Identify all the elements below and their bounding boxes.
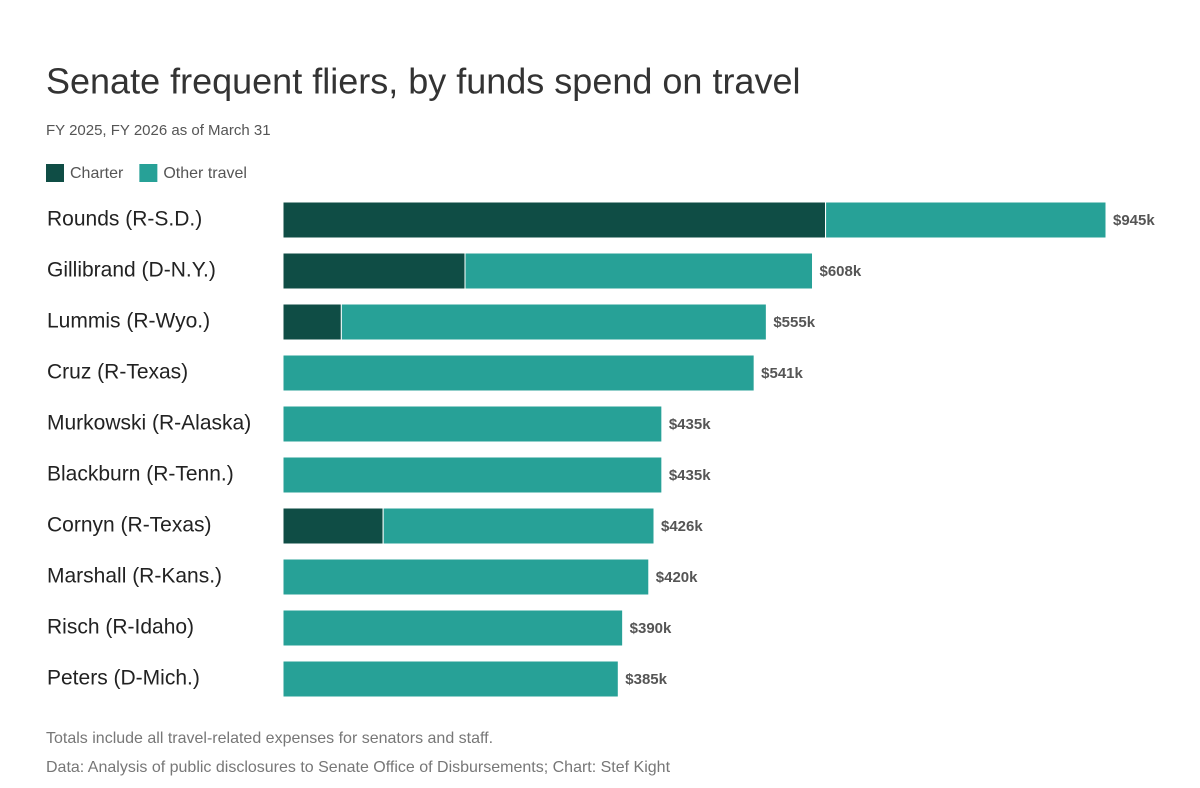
bar-segment: [282, 558, 650, 596]
bar-segment: [282, 609, 624, 647]
bar-segment: [282, 201, 827, 239]
total-label: $390k: [630, 620, 672, 637]
total-label: $555k: [773, 314, 815, 331]
total-label: $420k: [656, 569, 698, 586]
bar-segment: [282, 456, 663, 494]
category-label: Cruz (R-Texas): [47, 361, 188, 384]
category-label: Marshall (R-Kans.): [47, 565, 222, 588]
bar-segment: [282, 252, 466, 290]
total-label: $385k: [625, 671, 667, 688]
total-label: $435k: [669, 467, 711, 484]
legend-swatch: [139, 164, 158, 182]
legend-label: Other travel: [163, 165, 247, 182]
category-label: Lummis (R-Wyo.): [47, 310, 210, 333]
category-label: Risch (R-Idaho): [47, 616, 194, 639]
total-label: $435k: [669, 416, 711, 433]
category-label: Blackburn (R-Tenn.): [47, 463, 234, 486]
category-label: Gillibrand (D-N.Y.): [47, 259, 216, 282]
total-label: $541k: [761, 365, 803, 382]
bar-segment: [282, 303, 342, 341]
source: Data: Analysis of public disclosures to …: [46, 759, 671, 776]
legend-label: Charter: [70, 165, 124, 182]
chart-subtitle: FY 2025, FY 2026 as of March 31: [46, 122, 271, 139]
bar-segment: [382, 507, 655, 545]
bar-segment: [464, 252, 814, 290]
category-label: Murkowski (R-Alaska): [47, 412, 251, 435]
category-label: Rounds (R-S.D.): [47, 208, 202, 231]
category-label: Peters (D-Mich.): [47, 667, 200, 690]
bar-segment: [825, 201, 1107, 239]
total-label: $945k: [1113, 212, 1155, 229]
footnote: Totals include all travel-related expens…: [46, 730, 493, 747]
bar-segment: [282, 507, 384, 545]
legend-swatch: [46, 164, 64, 182]
bar-segment: [282, 660, 619, 698]
bar-segment: [340, 303, 767, 341]
bar-segment: [282, 405, 663, 443]
chart-title: Senate frequent fliers, by funds spend o…: [46, 61, 800, 102]
total-label: $426k: [661, 518, 703, 535]
total-label: $608k: [820, 263, 862, 280]
bar-segment: [282, 354, 755, 392]
category-label: Cornyn (R-Texas): [47, 514, 212, 537]
